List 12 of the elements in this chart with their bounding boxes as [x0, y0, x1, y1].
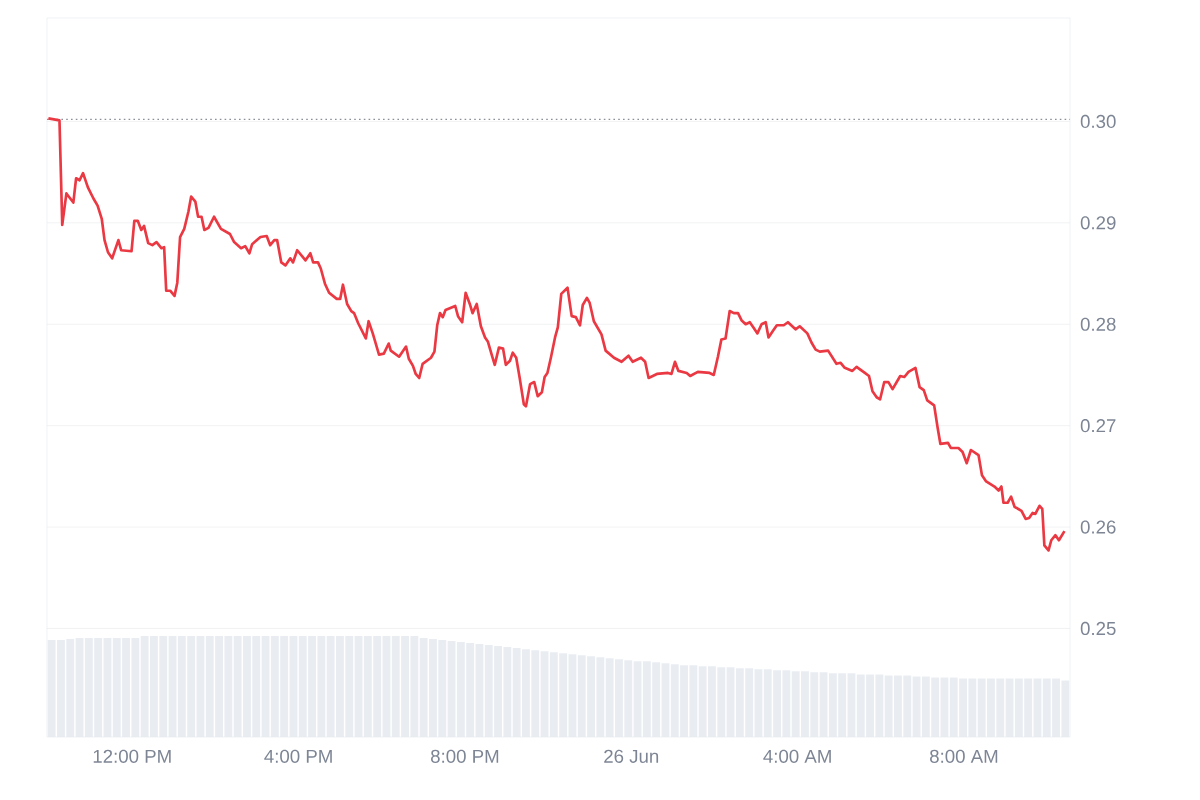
x-tick-label: 4:00 PM	[264, 749, 332, 763]
x-tick-label: 26 Jun	[604, 749, 659, 763]
x-tick-label: 8:00 AM	[930, 749, 998, 763]
y-tick-label: 0.25	[1080, 621, 1116, 636]
y-tick-label: 0.27	[1080, 419, 1116, 433]
x-tick-label: 4:00 AM	[763, 749, 831, 763]
x-tick-label: 12:00 PM	[93, 749, 171, 763]
y-tick-label: 0.26	[1080, 520, 1116, 534]
y-tick-label: 0.29	[1080, 216, 1116, 230]
x-tick-label: 8:00 PM	[430, 749, 499, 763]
y-tick-label: 0.28	[1080, 317, 1116, 331]
y-tick-label: 0.30	[1080, 114, 1116, 129]
